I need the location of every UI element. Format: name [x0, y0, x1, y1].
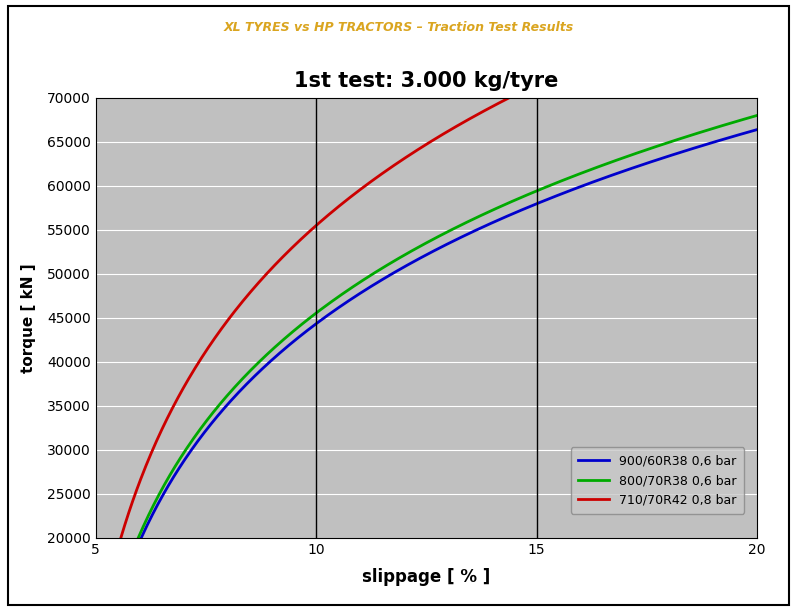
Title: 1st test: 3.000 kg/tyre: 1st test: 3.000 kg/tyre — [294, 71, 559, 90]
800/70R38 0,6 bar — [752, 112, 762, 119]
710/70R42 0,8 bar — [449, 124, 458, 131]
900/60R38 0,6 bar — [405, 260, 414, 268]
X-axis label: slippage [ % ]: slippage [ % ] — [363, 568, 490, 586]
800/70R38 0,6 bar — [485, 208, 494, 215]
Line: 710/70R42 0,8 bar: 710/70R42 0,8 bar — [96, 0, 757, 611]
800/70R38 0,6 bar — [633, 149, 642, 156]
800/70R38 0,6 bar — [449, 225, 458, 232]
900/60R38 0,6 bar — [752, 126, 762, 133]
Line: 800/70R38 0,6 bar: 800/70R38 0,6 bar — [96, 115, 757, 611]
710/70R42 0,8 bar — [633, 36, 642, 43]
710/70R42 0,8 bar — [405, 151, 414, 158]
800/70R38 0,6 bar — [736, 116, 746, 123]
Text: XL TYRES vs HP TRACTORS – Traction Test Results: XL TYRES vs HP TRACTORS – Traction Test … — [223, 21, 574, 34]
800/70R38 0,6 bar — [405, 248, 414, 255]
900/60R38 0,6 bar — [449, 237, 458, 244]
900/60R38 0,6 bar — [409, 258, 418, 265]
900/60R38 0,6 bar — [633, 163, 642, 170]
710/70R42 0,8 bar — [736, 0, 746, 5]
900/60R38 0,6 bar — [485, 221, 494, 228]
900/60R38 0,6 bar — [736, 130, 746, 137]
710/70R42 0,8 bar — [485, 104, 494, 112]
710/70R42 0,8 bar — [409, 148, 418, 156]
Line: 900/60R38 0,6 bar: 900/60R38 0,6 bar — [96, 130, 757, 611]
Y-axis label: torque [ kN ]: torque [ kN ] — [21, 263, 36, 373]
800/70R38 0,6 bar — [409, 246, 418, 254]
Legend: 900/60R38 0,6 bar, 800/70R38 0,6 bar, 710/70R42 0,8 bar: 900/60R38 0,6 bar, 800/70R38 0,6 bar, 71… — [571, 447, 744, 514]
